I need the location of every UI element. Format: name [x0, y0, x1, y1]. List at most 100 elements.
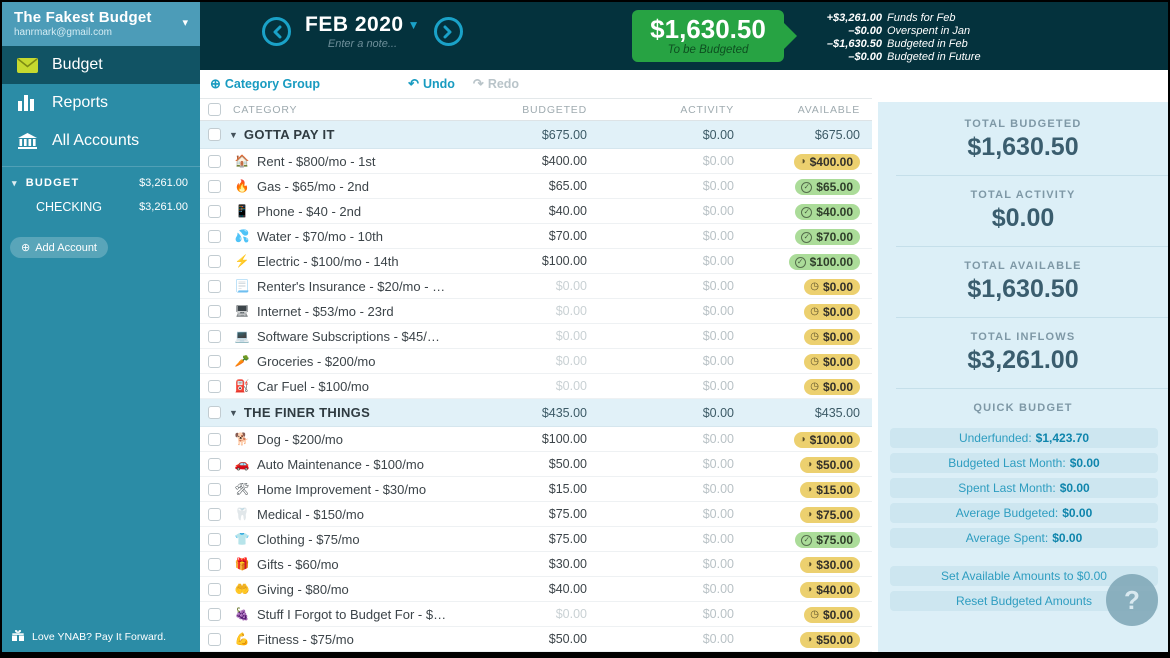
row-checkbox[interactable]	[208, 432, 221, 446]
row-checkbox[interactable]	[208, 457, 221, 471]
category-name[interactable]: Gas - $65/mo - 2nd	[257, 178, 369, 194]
available-pill[interactable]: ◷ $0.00	[804, 279, 860, 295]
activity-column-header[interactable]: ACTIVITY	[680, 103, 734, 116]
available-pill[interactable]: ✓ $40.00	[795, 204, 860, 220]
category-name[interactable]: Groceries - $200/mo	[257, 353, 376, 369]
add-category-group-button[interactable]: ⊕ Category Group	[210, 76, 321, 91]
budgeted-cell[interactable]: $0.00	[555, 329, 587, 343]
row-checkbox[interactable]	[208, 379, 221, 393]
category-name[interactable]: Gifts - $60/mo	[257, 556, 339, 572]
row-checkbox[interactable]	[208, 632, 221, 646]
pay-it-forward-link[interactable]: Love YNAB? Pay It Forward.	[11, 629, 166, 644]
budgeted-cell[interactable]: $15.00	[548, 482, 587, 496]
budgeted-cell[interactable]: $40.00	[548, 582, 587, 596]
available-pill[interactable]: ✓ $70.00	[795, 229, 860, 245]
previous-month-button[interactable]	[262, 17, 291, 46]
budgeted-cell[interactable]: $0.00	[555, 354, 587, 368]
quick-budget-button[interactable]: Underfunded: $1,423.70	[890, 428, 1158, 448]
category-name[interactable]: Car Fuel - $100/mo	[257, 378, 369, 394]
category-row[interactable]: 👕 Clothing - $75/mo $75.00 $0.00 ✓ $75.0…	[200, 527, 872, 552]
budgeted-cell[interactable]: $100.00	[541, 432, 587, 446]
category-name[interactable]: Dog - $200/mo	[257, 431, 343, 447]
budgeted-cell[interactable]: $40.00	[548, 204, 587, 218]
available-pill[interactable]: ◑ $40.00	[800, 582, 860, 598]
available-pill[interactable]: ✓ $100.00	[788, 254, 860, 270]
category-name[interactable]: Auto Maintenance - $100/mo	[257, 456, 424, 472]
row-checkbox[interactable]	[208, 154, 221, 168]
category-group-row[interactable]: ▼ GOTTA PAY IT $675.00 $0.00 $675.00	[200, 121, 872, 149]
category-name[interactable]: Water - $70/mo - 10th	[257, 228, 383, 244]
budgeted-cell[interactable]: $100.00	[541, 254, 587, 268]
category-row[interactable]: 🥕 Groceries - $200/mo $0.00 $0.00 ◷ $0.0…	[200, 349, 872, 374]
collapse-caret-icon[interactable]: ▼	[229, 129, 238, 140]
add-account-button[interactable]: ⊕ Add Account	[10, 237, 108, 258]
category-row[interactable]: 💦 Water - $70/mo - 10th $70.00 $0.00 ✓ $…	[200, 224, 872, 249]
available-pill[interactable]: ✓ $75.00	[795, 532, 860, 548]
available-pill[interactable]: ◑ $15.00	[800, 482, 860, 498]
row-checkbox[interactable]	[208, 229, 221, 243]
category-row[interactable]: 🖥 Internet - $53/mo - 23rd $0.00 $0.00 ◷…	[200, 299, 872, 324]
category-name[interactable]: Software Subscriptions - $45/mo - 28th	[257, 328, 447, 344]
category-column-header[interactable]: CATEGORY	[233, 103, 298, 116]
category-group-row[interactable]: ▼ THE FINER THINGS $435.00 $0.00 $435.00	[200, 399, 872, 427]
category-name[interactable]: Rent - $800/mo - 1st	[257, 153, 376, 169]
available-pill[interactable]: ◷ $0.00	[804, 354, 860, 370]
available-pill[interactable]: ◑ $50.00	[800, 632, 860, 648]
available-pill[interactable]: ◷ $0.00	[804, 329, 860, 345]
available-pill[interactable]: ◑ $75.00	[800, 507, 860, 523]
row-checkbox[interactable]	[208, 607, 221, 621]
quick-budget-button[interactable]: Spent Last Month: $0.00	[890, 478, 1158, 498]
budgeted-cell[interactable]: $400.00	[541, 154, 587, 168]
category-row[interactable]: 🏠 Rent - $800/mo - 1st $400.00 $0.00 ◑ $…	[200, 149, 872, 174]
row-checkbox[interactable]	[208, 482, 221, 496]
category-name[interactable]: Clothing - $75/mo	[257, 531, 360, 547]
category-name[interactable]: Renter's Insurance - $20/mo - 19th	[257, 278, 447, 294]
select-all-checkbox[interactable]	[208, 103, 221, 116]
category-row[interactable]: 📱 Phone - $40 - 2nd $40.00 $0.00 ✓ $40.0…	[200, 199, 872, 224]
category-name[interactable]: Internet - $53/mo - 23rd	[257, 303, 394, 319]
available-pill[interactable]: ◑ $400.00	[793, 154, 860, 170]
available-column-header[interactable]: AVAILABLE	[797, 103, 860, 116]
budgeted-cell[interactable]: $0.00	[555, 379, 587, 393]
month-note-input[interactable]: Enter a note...	[327, 38, 398, 50]
category-row[interactable]: 🍇 Stuff I Forgot to Budget For - $150/mo…	[200, 602, 872, 627]
account-group-budget[interactable]: ▾ BUDGET $3,261.00	[2, 167, 200, 193]
budgeted-cell[interactable]: $0.00	[555, 279, 587, 293]
next-month-button[interactable]	[433, 17, 463, 46]
row-checkbox[interactable]	[208, 354, 221, 368]
quick-budget-action-button[interactable]: Set Available Amounts to $0.00	[890, 566, 1158, 586]
row-checkbox[interactable]	[208, 304, 221, 318]
budgeted-cell[interactable]: $75.00	[548, 532, 587, 546]
sidebar-item-budget[interactable]: Budget	[2, 46, 200, 84]
budgeted-cell[interactable]: $50.00	[548, 457, 587, 471]
collapse-caret-icon[interactable]: ▼	[229, 407, 238, 418]
budgeted-cell[interactable]: $65.00	[548, 179, 587, 193]
category-name[interactable]: Giving - $80/mo	[257, 581, 349, 597]
budgeted-cell[interactable]: $30.00	[548, 557, 587, 571]
category-row[interactable]: ⛽ Car Fuel - $100/mo $0.00 $0.00 ◷ $0.00	[200, 374, 872, 399]
category-name[interactable]: Fitness - $75/mo	[257, 631, 354, 647]
row-checkbox[interactable]	[208, 507, 221, 521]
budget-switcher[interactable]: The Fakest Budget hanrmark@gmail.com ▾	[2, 2, 200, 46]
category-row[interactable]: 💪 Fitness - $75/mo $50.00 $0.00 ◑ $50.00	[200, 627, 872, 652]
row-checkbox[interactable]	[208, 329, 221, 343]
available-pill[interactable]: ◑ $100.00	[793, 432, 860, 448]
budgeted-cell[interactable]: $50.00	[548, 632, 587, 646]
category-row[interactable]: 🔥 Gas - $65/mo - 2nd $65.00 $0.00 ✓ $65.…	[200, 174, 872, 199]
category-row[interactable]: 💻 Software Subscriptions - $45/mo - 28th…	[200, 324, 872, 349]
budgeted-cell[interactable]: $0.00	[555, 304, 587, 318]
help-button[interactable]: ?	[1106, 574, 1158, 626]
available-pill[interactable]: ◷ $0.00	[804, 379, 860, 395]
category-row[interactable]: ⚡ Electric - $100/mo - 14th $100.00 $0.0…	[200, 249, 872, 274]
budgeted-cell[interactable]: $0.00	[555, 607, 587, 621]
account-row-checking[interactable]: CHECKING $3,261.00	[2, 193, 200, 221]
budgeted-cell[interactable]: $70.00	[548, 229, 587, 243]
category-row[interactable]: 🐕 Dog - $200/mo $100.00 $0.00 ◑ $100.00	[200, 427, 872, 452]
category-name[interactable]: Stuff I Forgot to Budget For - $150/mo	[257, 606, 447, 622]
available-pill[interactable]: ◷ $0.00	[804, 607, 860, 623]
month-selector[interactable]: FEB 2020 ▼	[305, 13, 420, 36]
available-pill[interactable]: ◑ $30.00	[800, 557, 860, 573]
row-checkbox[interactable]	[208, 582, 221, 596]
category-name[interactable]: Phone - $40 - 2nd	[257, 203, 362, 219]
category-name[interactable]: Home Improvement - $30/mo	[257, 481, 427, 497]
